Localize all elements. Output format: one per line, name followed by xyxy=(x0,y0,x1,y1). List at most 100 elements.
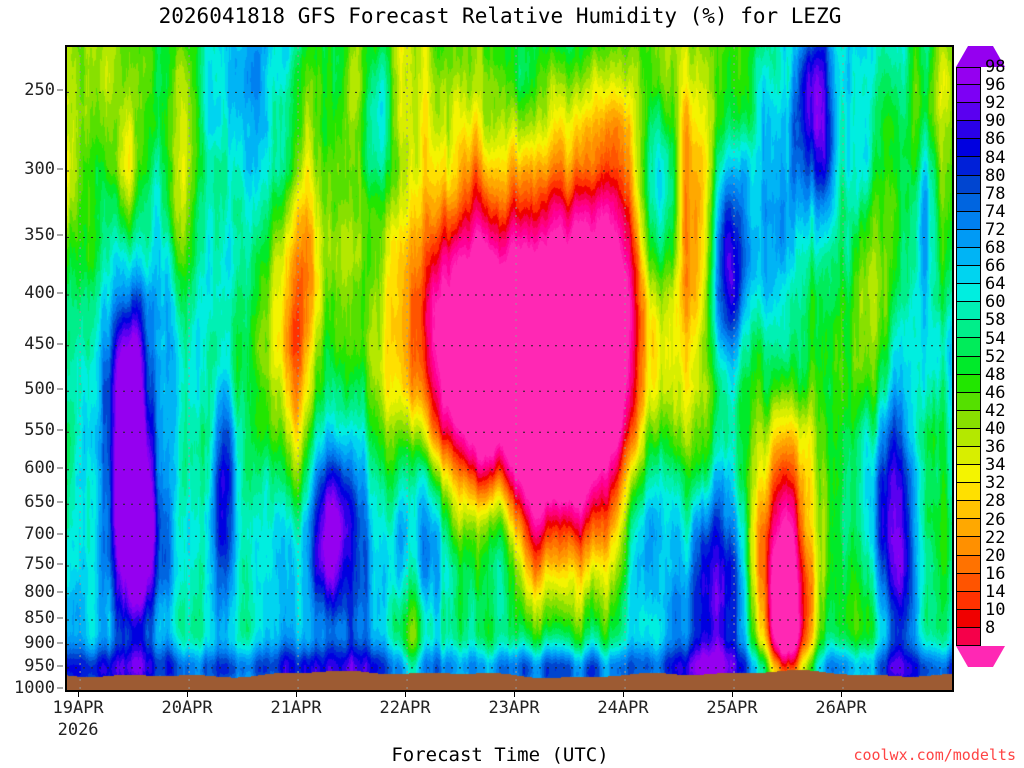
colorbar-cell xyxy=(956,157,981,176)
y-tick-mark xyxy=(57,687,63,689)
y-tick-label: 250 xyxy=(24,80,55,101)
x-axis: 2026 19APR 20APR 21APR 22APR 23APR 24APR 25APR… xyxy=(52,690,950,750)
y-tick-label: 700 xyxy=(24,524,55,545)
colorbar-cell xyxy=(956,519,981,538)
colorbar-tick-label: 84 xyxy=(985,147,1006,168)
y-tick-mark xyxy=(57,429,63,431)
y-tick-label: 300 xyxy=(24,159,55,179)
colorbar-cell xyxy=(956,627,981,646)
colorbar-cell xyxy=(956,175,981,194)
colorbar-cell xyxy=(956,121,981,140)
colorbar-cell xyxy=(956,229,981,248)
humidity-heatmap xyxy=(67,47,952,690)
colorbar-tick-label: 32 xyxy=(985,473,1006,494)
x-tick-mark xyxy=(296,690,298,697)
colorbar-cell xyxy=(956,139,981,158)
y-tick-mark xyxy=(57,292,63,294)
colorbar-cell xyxy=(956,211,981,230)
colorbar-tick-label: 14 xyxy=(985,581,1006,602)
x-tick-mark xyxy=(623,690,625,697)
colorbar-tick-label: 46 xyxy=(985,382,1006,403)
x-tick-label: 19APR xyxy=(52,698,104,718)
colorbar-tick-label: 98 xyxy=(985,57,1006,78)
y-tick-mark xyxy=(57,665,63,667)
colorbar-tick-label: 86 xyxy=(985,129,1006,150)
colorbar-cell xyxy=(956,483,981,502)
y-tick-mark xyxy=(57,168,63,170)
x-axis-title: Forecast Time (UTC) xyxy=(391,744,609,766)
colorbar-tick-label: 68 xyxy=(985,238,1006,259)
y-tick-label: 800 xyxy=(24,581,55,602)
colorbar-cell xyxy=(956,537,981,556)
y-tick-label: 750 xyxy=(24,553,55,574)
y-tick-label: 650 xyxy=(24,492,55,513)
colorbar-cell xyxy=(956,193,981,212)
y-tick-mark xyxy=(57,501,63,503)
y-tick-label: 350 xyxy=(24,225,55,246)
colorbar-cell xyxy=(956,446,981,466)
x-tick-mark xyxy=(514,690,516,697)
y-tick-mark xyxy=(57,467,63,469)
colorbar-tick-label: 78 xyxy=(985,183,1006,204)
colorbar-tick-label: 66 xyxy=(985,256,1006,277)
colorbar-tick-label: 28 xyxy=(985,491,1006,512)
y-tick-mark xyxy=(57,234,63,236)
y-tick-label: 450 xyxy=(24,333,55,354)
colorbar-tick-label: 90 xyxy=(985,111,1006,132)
colorbar-tick-label: 10 xyxy=(985,600,1006,621)
colorbar-cell xyxy=(956,67,981,86)
colorbar-tick-label: 80 xyxy=(985,165,1006,186)
colorbar-cell xyxy=(956,501,981,520)
x-tick-label: 24APR xyxy=(597,698,649,718)
colorbar-cell xyxy=(956,320,981,339)
colorbar-cell xyxy=(956,428,981,447)
colorbar-cell xyxy=(956,247,981,267)
colorbar-cell xyxy=(956,338,981,357)
y-tick-label: 1000 xyxy=(14,678,55,698)
x-tick-mark xyxy=(187,690,189,697)
y-tick-label: 600 xyxy=(24,457,55,478)
colorbar-cell xyxy=(956,573,981,592)
x-tick-label: 21APR xyxy=(270,698,322,718)
colorbar-tick-label: 8 xyxy=(985,618,996,639)
colorbar-tick-label: 20 xyxy=(985,545,1006,566)
y-tick-label: 550 xyxy=(24,420,55,441)
colorbar-tick-label: 92 xyxy=(985,93,1006,114)
y-tick-label: 950 xyxy=(24,655,55,676)
x-tick-label: 20APR xyxy=(161,698,213,718)
colorbar-cell xyxy=(956,356,981,375)
colorbar-legend: 98 96 92 90 86 84 80 78 74 72 68 66 64 60 58 54 52 48 46 42… xyxy=(956,45,1022,695)
colorbar-cell xyxy=(956,410,981,429)
x-tick-mark xyxy=(732,690,734,697)
y-tick-mark xyxy=(57,642,63,644)
colorbar-tick-label: 72 xyxy=(985,219,1006,240)
colorbar-tick-label: 64 xyxy=(985,274,1006,295)
colorbar-cell xyxy=(956,103,981,122)
colorbar-tick-label: 22 xyxy=(985,527,1006,548)
colorbar-tick-label: 16 xyxy=(985,563,1006,584)
y-tick-label: 500 xyxy=(24,379,55,400)
y-tick-mark xyxy=(57,591,63,593)
colorbar-tick-label: 96 xyxy=(985,75,1006,96)
credit-link[interactable]: coolwx.com/modelts xyxy=(853,746,1016,764)
colorbar-cells xyxy=(956,67,981,646)
y-tick-mark xyxy=(57,388,63,390)
y-tick-mark xyxy=(57,617,63,619)
colorbar-tick-label: 60 xyxy=(985,292,1006,313)
y-tick-mark xyxy=(57,89,63,91)
y-tick-label: 850 xyxy=(24,607,55,628)
colorbar-cell xyxy=(956,555,981,574)
colorbar-top-arrow xyxy=(956,46,1005,67)
colorbar-bottom-arrow xyxy=(956,646,1005,668)
x-tick-label: 23APR xyxy=(488,698,540,718)
x-axis-year: 2026 xyxy=(57,720,99,740)
x-tick-mark xyxy=(841,690,842,697)
plot-area[interactable] xyxy=(65,45,954,692)
colorbar-cell xyxy=(956,266,981,285)
y-tick-label: 400 xyxy=(24,283,55,304)
y-tick-mark xyxy=(57,343,63,345)
y-axis: 250 300 350 400 450 500 550 600 650 700 750 800 850 9… xyxy=(0,45,63,698)
colorbar-cell xyxy=(956,465,981,484)
y-tick-label: 900 xyxy=(24,632,55,653)
